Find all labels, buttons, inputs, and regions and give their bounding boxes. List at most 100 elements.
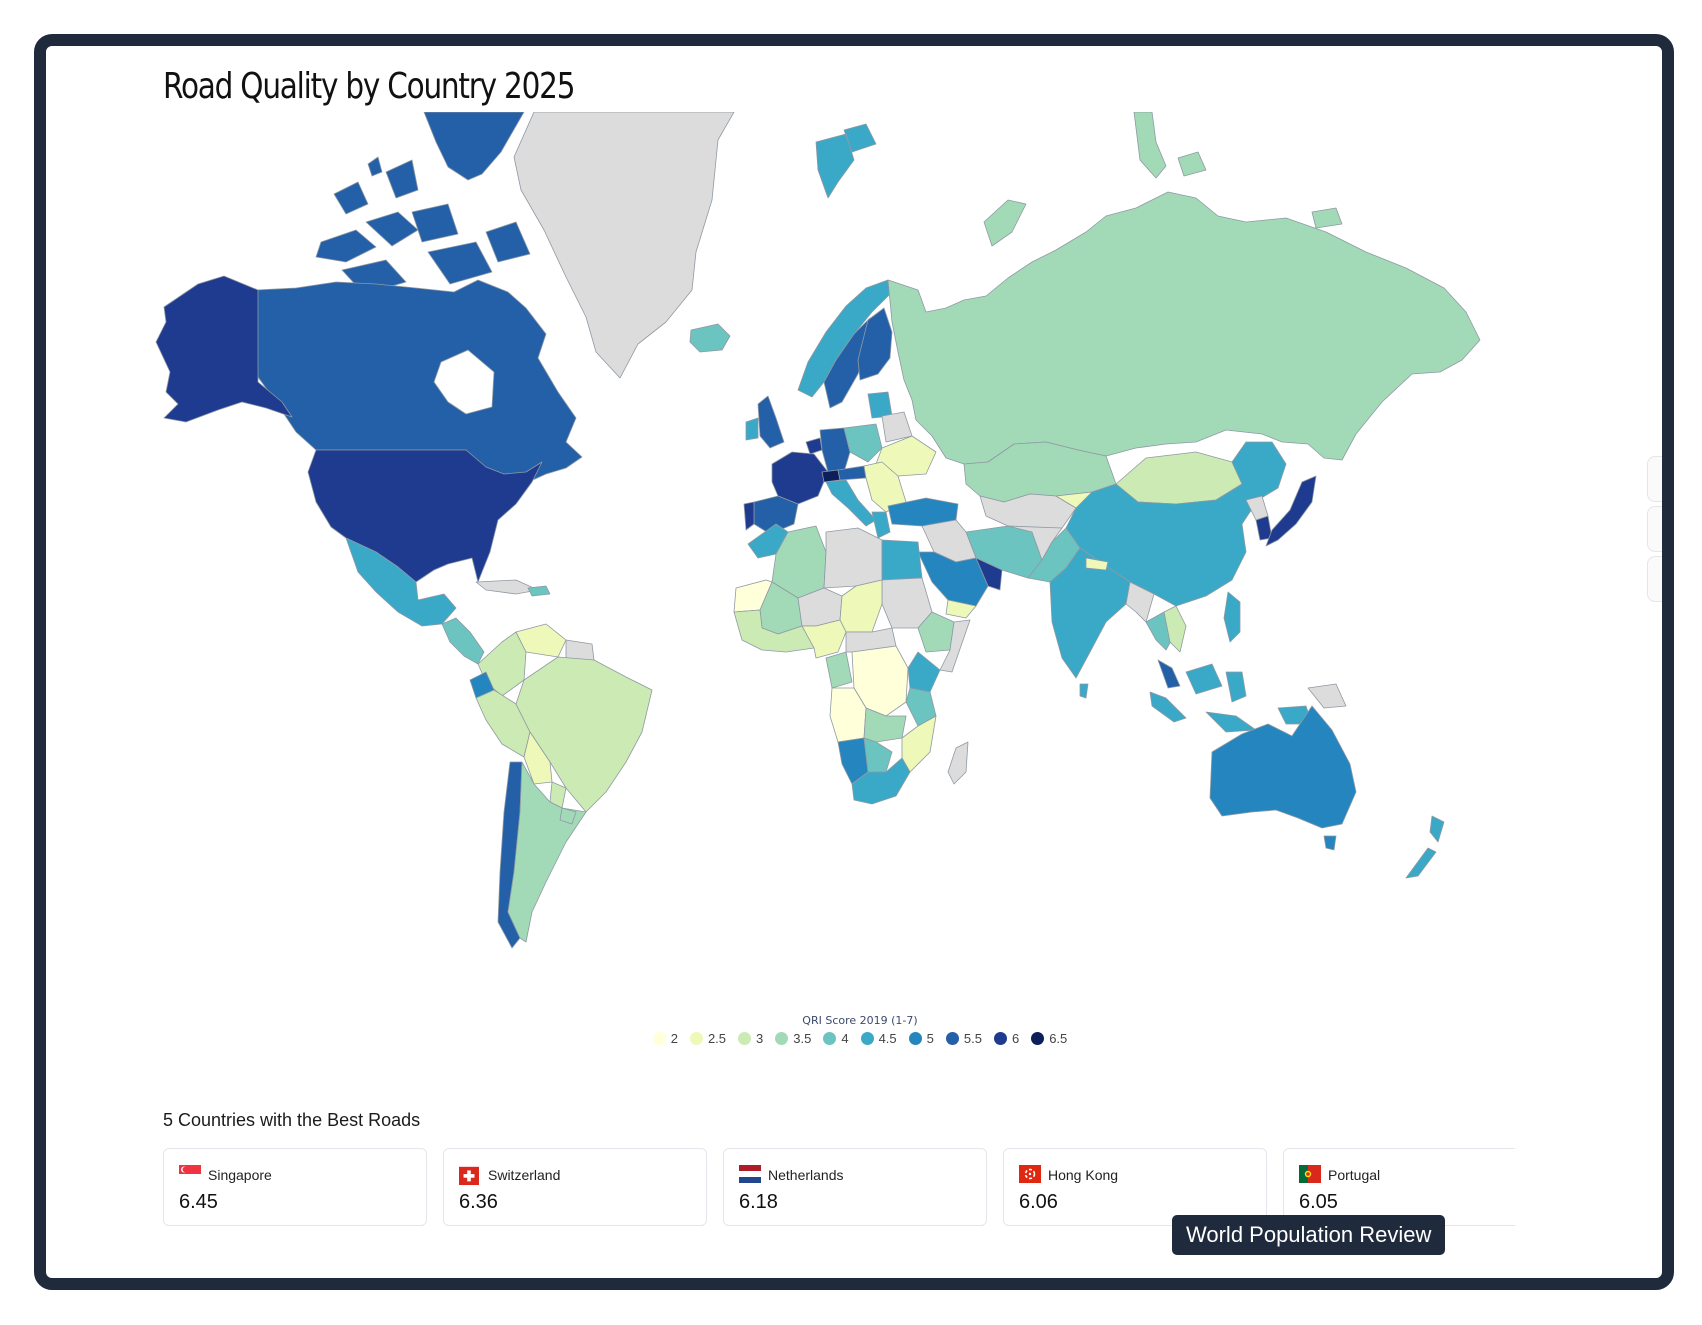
zoom-out-control[interactable] [1647, 506, 1662, 552]
legend-label: 3.5 [793, 1031, 812, 1046]
country-madagascar[interactable] [947, 741, 969, 785]
legend-item[interactable]: 5 [908, 1031, 934, 1046]
legend-item[interactable]: 6.5 [1031, 1031, 1067, 1046]
zoom-in-control[interactable] [1647, 456, 1662, 502]
country-venezuela[interactable] [515, 623, 567, 658]
country-greenland[interactable] [513, 112, 735, 379]
country-australia[interactable] [1209, 705, 1357, 829]
country-alaska[interactable] [155, 275, 293, 423]
country-russia-north-islands[interactable] [1133, 112, 1343, 229]
country-score: 6.45 [179, 1191, 218, 1213]
country-japan[interactable] [1265, 475, 1317, 547]
hong-kong-flag-icon [1019, 1165, 1041, 1183]
country-switzerland[interactable] [821, 469, 841, 483]
country-yemen[interactable] [945, 599, 977, 619]
country-name: Hong Kong [1048, 1167, 1119, 1183]
country-kenya[interactable] [907, 651, 941, 693]
country-vietnam[interactable] [1163, 605, 1187, 653]
legend-label: 4 [841, 1031, 849, 1046]
legend-label: 2 [670, 1031, 678, 1046]
legend-item[interactable]: 5.5 [945, 1031, 982, 1046]
legend-item[interactable]: 3 [738, 1031, 763, 1046]
country-france[interactable] [771, 451, 829, 505]
legend-swatch [908, 1032, 922, 1045]
best-roads-title: 5 Countries with the Best Roads [163, 1110, 421, 1130]
country-ireland[interactable] [745, 417, 759, 441]
legend-item[interactable]: 4.5 [860, 1031, 897, 1046]
country-mexico[interactable] [345, 537, 457, 627]
legend-item[interactable]: 2.5 [689, 1031, 726, 1046]
reset-zoom-control[interactable] [1647, 556, 1662, 602]
country-card-hong-kong[interactable]: Hong Kong 6.06 [1003, 1148, 1267, 1226]
country-tasmania[interactable] [1323, 835, 1337, 851]
legend-swatch [945, 1032, 959, 1045]
country-iceland[interactable] [689, 323, 731, 353]
hudson-bay [433, 349, 495, 415]
country-baltics[interactable] [867, 391, 893, 419]
country-score: 6.18 [739, 1191, 778, 1213]
country-papua-new-guinea[interactable] [1307, 683, 1347, 709]
legend-swatch [689, 1032, 703, 1045]
country-novaya-zemlya[interactable] [983, 199, 1027, 247]
country-cameroon-gabon[interactable] [825, 651, 853, 689]
country-united-kingdom[interactable] [757, 395, 785, 449]
country-central-america[interactable] [441, 617, 485, 665]
country-greece[interactable] [871, 511, 891, 539]
country-russia[interactable] [887, 191, 1481, 465]
legend-label: 4.5 [878, 1031, 897, 1046]
legend-items: 2 2.5 3 3.5 4 4.5 5 5.5 6 6.5 [652, 1031, 1067, 1046]
country-score: 6.05 [1299, 1191, 1338, 1213]
country-card-switzerland[interactable]: Switzerland 6.36 [443, 1148, 707, 1226]
country-dominican[interactable] [527, 585, 551, 597]
country-poland[interactable] [843, 423, 883, 463]
country-argentina[interactable] [507, 761, 587, 943]
country-nigeria[interactable] [801, 619, 847, 659]
country-india[interactable] [1049, 547, 1131, 679]
switzerland-flag-icon [459, 1166, 479, 1185]
country-bolivia[interactable] [523, 731, 553, 785]
country-name: Switzerland [488, 1167, 561, 1183]
country-uruguay[interactable] [559, 807, 577, 825]
country-cuba[interactable] [475, 579, 539, 595]
legend-swatch [860, 1032, 874, 1045]
country-somalia[interactable] [939, 619, 971, 673]
country-south-africa[interactable] [851, 757, 911, 805]
country-name: Portugal [1328, 1167, 1381, 1183]
singapore-flag-icon [179, 1165, 201, 1183]
brand-badge[interactable]: World Population Review [1172, 1215, 1446, 1255]
country-oman-uae[interactable] [975, 557, 1003, 591]
country-myanmar[interactable] [1125, 581, 1155, 623]
country-tanzania[interactable] [905, 687, 937, 727]
country-chad[interactable] [839, 579, 883, 633]
legend-item[interactable]: 6 [993, 1031, 1019, 1046]
country-philippines[interactable] [1223, 591, 1241, 643]
country-malaysia[interactable] [1157, 659, 1181, 689]
country-united-states[interactable] [307, 449, 543, 583]
country-sri-lanka[interactable] [1079, 683, 1089, 699]
country-card-netherlands[interactable]: Netherlands 6.18 [723, 1148, 987, 1226]
country-botswana[interactable] [863, 737, 893, 773]
country-central-asia[interactable] [979, 493, 1077, 533]
legend-item[interactable]: 2 [652, 1031, 678, 1046]
country-nepal[interactable] [1085, 557, 1109, 571]
legend-title: QRI Score 2019 (1-7) [802, 1014, 918, 1027]
legend-item[interactable]: 4 [823, 1031, 849, 1046]
legend-swatch [993, 1032, 1007, 1045]
country-finland[interactable] [857, 307, 893, 381]
country-new-zealand[interactable] [1405, 815, 1445, 879]
legend-item[interactable]: 3.5 [775, 1031, 811, 1046]
country-italy[interactable] [825, 479, 877, 527]
country-portugal[interactable] [743, 501, 755, 531]
country-svalbard[interactable] [815, 123, 877, 199]
country-canada-islands[interactable] [315, 112, 531, 295]
netherlands-flag-icon [739, 1165, 761, 1183]
country-libya[interactable] [823, 527, 883, 589]
legend-swatch [738, 1032, 752, 1045]
country-canada[interactable] [255, 279, 583, 488]
country-card-singapore[interactable]: Singapore 6.45 [163, 1148, 427, 1226]
country-north-korea[interactable] [1245, 495, 1269, 521]
world-map[interactable] [46, 112, 1674, 982]
legend-label: 3 [756, 1031, 764, 1046]
country-netherlands[interactable] [805, 437, 823, 455]
country-egypt[interactable] [881, 539, 923, 581]
